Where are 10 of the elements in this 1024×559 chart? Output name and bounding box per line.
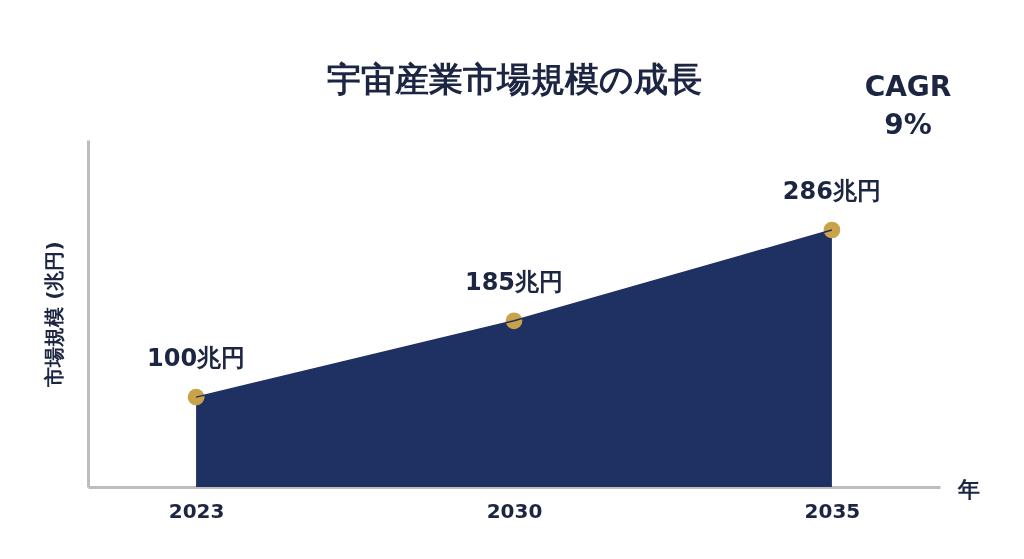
chart-title: 宇宙産業市場規模の成長 bbox=[326, 59, 702, 99]
data-label: 286兆円 bbox=[782, 177, 881, 205]
y-axis-title: 市場規模 (兆円) bbox=[41, 241, 66, 388]
x-axis-title: 年 bbox=[956, 476, 980, 502]
x-tick-label: 2035 bbox=[804, 498, 861, 523]
x-tick-label: 2030 bbox=[486, 498, 543, 523]
data-label: 185兆円 bbox=[464, 267, 564, 296]
text: CAGR 9% bbox=[864, 70, 952, 141]
x-tick-label: 2023 bbox=[168, 498, 225, 523]
data-label: 100兆円 bbox=[147, 344, 246, 373]
